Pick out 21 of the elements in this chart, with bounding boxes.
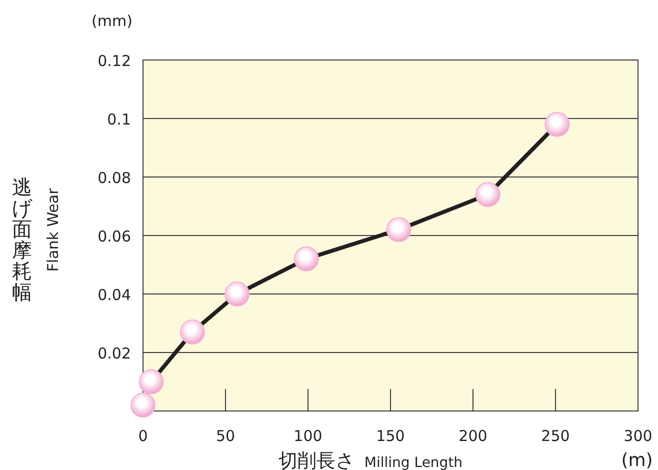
text: (m) [621, 450, 653, 470]
y-tick-label: 0.1 [107, 110, 131, 128]
x-tick-label: 50 [216, 427, 236, 445]
y-tick-label: 0.06 [98, 228, 131, 246]
x-tick-label: 200 [458, 427, 488, 445]
x-axis-tick: 100 [294, 388, 322, 445]
x-axis-tick: 200 [458, 388, 488, 445]
y-tick-label: 0.02 [98, 344, 131, 362]
y-tick-label: 0.04 [98, 286, 131, 304]
x-tick-label: 250 [541, 427, 570, 445]
text: (mm) [92, 12, 132, 30]
x-axis-tick: 300 [624, 427, 652, 445]
x-axis-tick: 0 [138, 427, 148, 445]
x-axis-tick: 250 [541, 388, 570, 445]
x-axis-tick: 150 [376, 388, 405, 445]
x-axis-tick: 50 [216, 388, 236, 445]
x-axis-title: 切削長さ Milling Length [278, 450, 463, 470]
x-tick-label: 150 [376, 427, 405, 445]
x-tick-label: 100 [294, 427, 322, 445]
y-tick-label: 0.08 [98, 169, 131, 187]
y-tick-label: 0.12 [98, 52, 131, 70]
